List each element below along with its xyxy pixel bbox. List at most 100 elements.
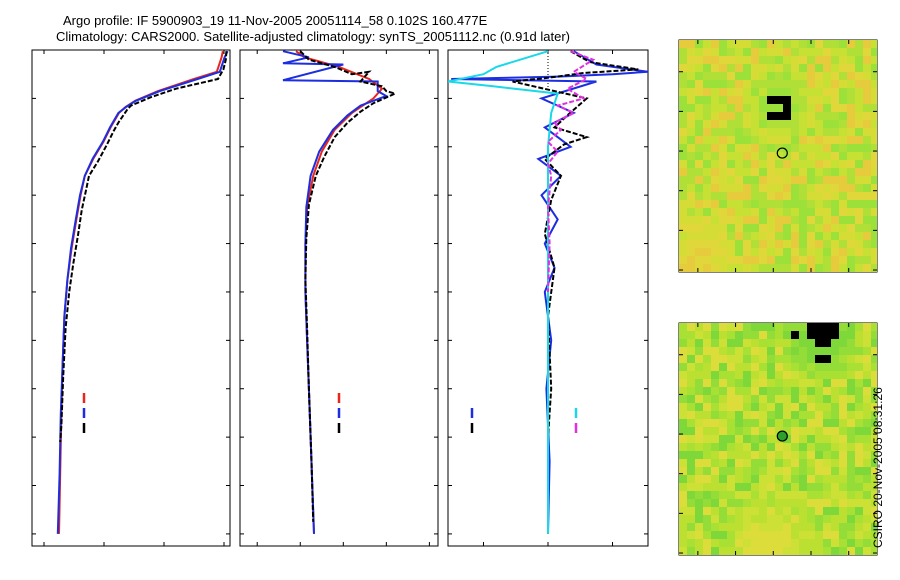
sla-map-cell (799, 491, 808, 500)
sst-map-cell (807, 192, 816, 201)
sla-map-cell (719, 419, 728, 428)
sla-map-cell (687, 347, 696, 356)
sla-map-cell (799, 347, 808, 356)
sla-map-cell (831, 443, 840, 452)
sst-map-cell (759, 240, 768, 249)
sla-map-cell (687, 483, 696, 492)
sla-map-cell (863, 443, 872, 452)
sla-map-cell (727, 411, 736, 420)
sst-map-cell (703, 64, 712, 73)
sst-map-cell (863, 256, 872, 265)
sst-map-cell (759, 232, 768, 241)
sla-map-cell (695, 371, 704, 380)
sst-map-cell (847, 152, 856, 161)
sst-map-cell (791, 48, 800, 57)
sla-map-cell (743, 467, 752, 476)
sla-map-cell (735, 507, 744, 516)
sla-map-cell (775, 347, 784, 356)
sst-map-cell (711, 40, 720, 49)
sst-map-cell (687, 48, 696, 57)
sla-map-cell (711, 435, 720, 444)
sst-map-cell (823, 40, 832, 49)
sla-map-cell (815, 379, 824, 388)
sla-map-cell (711, 515, 720, 524)
sst-map-cell (775, 120, 784, 129)
sst-map-cell (695, 72, 704, 81)
sst-map-cell (735, 88, 744, 97)
sla-map-cell (743, 451, 752, 460)
sst-map-cell (831, 80, 840, 89)
sst-map-cell (703, 256, 712, 265)
sst-map-cell (871, 256, 877, 265)
sla-map-cell (855, 435, 864, 444)
sla-map-cell (711, 451, 720, 460)
sla-map-cell (735, 419, 744, 428)
sst-map-cell (823, 248, 832, 257)
sst-map-cell (759, 256, 768, 265)
sst-map-cell (719, 184, 728, 193)
sla-map-cell (823, 547, 832, 555)
sst-map-cell (679, 48, 688, 57)
sla-map-cell (799, 443, 808, 452)
sst-map-cell (703, 248, 712, 257)
sla-map-cell (839, 371, 848, 380)
sla-map-cell (855, 339, 864, 348)
sla-map-cell (855, 395, 864, 404)
sst-map-cell (711, 96, 720, 105)
sst-map-cell (855, 48, 864, 57)
sla-map-cell (847, 395, 856, 404)
sla-map-cell (871, 371, 877, 380)
sst-map-cell (695, 104, 704, 113)
sla-map-cell (855, 419, 864, 428)
sst-map-cell (823, 88, 832, 97)
sst-map-cell (751, 184, 760, 193)
sst-map-cell (815, 216, 824, 225)
sst-map-cell (767, 64, 776, 73)
sst-map-cell (687, 72, 696, 81)
sst-map-cell (727, 240, 736, 249)
sst-map-cell (743, 64, 752, 73)
sst-map-cell (759, 184, 768, 193)
sst-map-cell (831, 72, 840, 81)
sla-map-cell (871, 475, 877, 484)
sst-map-cell (743, 88, 752, 97)
sst-map-cell (767, 248, 776, 257)
sla-map-cell (823, 515, 832, 524)
sla-map-cell (799, 379, 808, 388)
sst-map-cell (855, 160, 864, 169)
sla-map-cell (719, 411, 728, 420)
sst-map-cell (839, 160, 848, 169)
sla-map-cell (855, 451, 864, 460)
sst-map-cell (775, 176, 784, 185)
sla-map-cell (687, 507, 696, 516)
sst-map-cell (871, 96, 877, 105)
sla-map-cell (847, 323, 856, 332)
sla-map-cell (695, 347, 704, 356)
sla-map-cell (831, 475, 840, 484)
sst-map-cell (799, 256, 808, 265)
sla-map-cell (783, 475, 792, 484)
sla-map-cell (783, 491, 792, 500)
sla-map-cell (759, 459, 768, 468)
sla-map-cell (751, 523, 760, 532)
sla-map-cell (863, 467, 872, 476)
sla-map-cell (759, 395, 768, 404)
sst-map-cell (679, 40, 688, 49)
sst-map-cell (807, 232, 816, 241)
sst-map-cell (871, 112, 877, 121)
sst-map-cell (791, 112, 800, 121)
sla-map-cell (791, 339, 800, 348)
sla-map-cell (695, 419, 704, 428)
sla-map-cell (871, 459, 877, 468)
sst-map-cell (839, 240, 848, 249)
sla-map-cell (791, 491, 800, 500)
sst-map-cell (871, 136, 877, 145)
sst-map-cell (799, 208, 808, 217)
sla-map-cell (759, 515, 768, 524)
sla-map-cell (799, 451, 808, 460)
sla-map-cell (751, 539, 760, 548)
sla-map-cell (751, 427, 760, 436)
sla-map-cell (775, 379, 784, 388)
sst-map-cell (767, 192, 776, 201)
sla-map-cell (767, 411, 776, 420)
